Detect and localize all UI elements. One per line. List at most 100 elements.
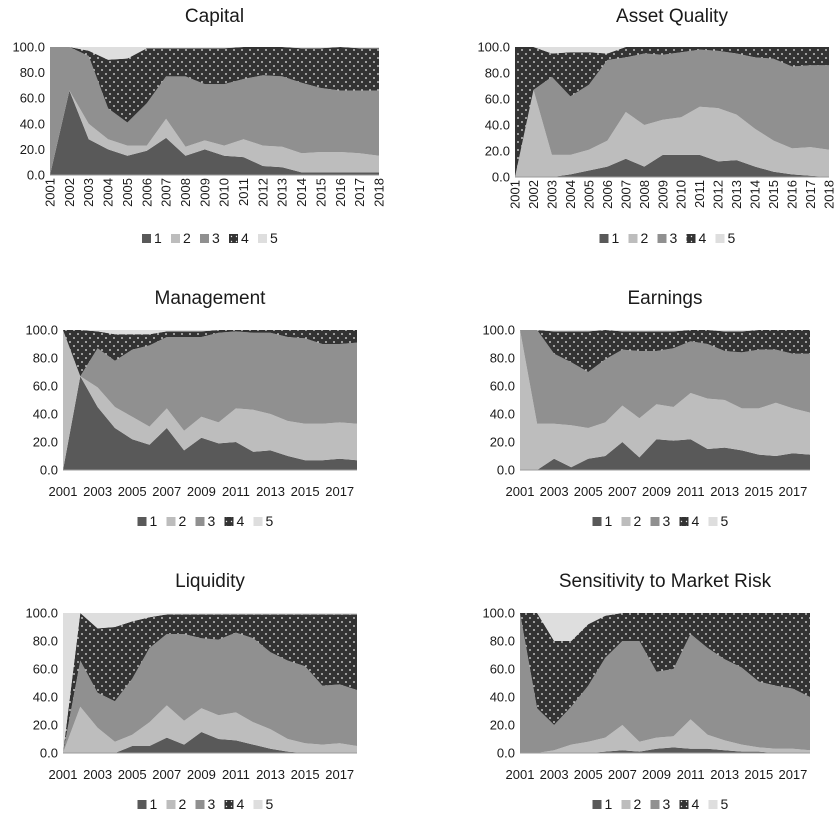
x-tick-label: 2007: [152, 484, 181, 499]
x-tick-label: 2015: [291, 484, 320, 499]
legend-item-5: 5: [715, 230, 736, 246]
y-tick-label: 60.0: [485, 92, 510, 107]
x-tick-label: 2016: [333, 178, 348, 207]
chart-title: Liquidity: [175, 571, 245, 592]
legend-label: 4: [692, 513, 700, 529]
x-tick-label: 2017: [325, 484, 354, 499]
legend-label: 3: [670, 230, 678, 246]
x-tick-label: 2002: [526, 180, 541, 209]
x-tick-label: 2003: [540, 484, 569, 499]
area-series-3: [63, 632, 357, 753]
x-tick-label: 2018: [822, 180, 837, 209]
area-series-1: [63, 376, 357, 470]
legend-label: 2: [634, 513, 642, 529]
legend-item-5: 5: [708, 513, 729, 529]
legend-item-3: 3: [650, 513, 671, 529]
legend-label: 4: [692, 796, 700, 812]
x-tick-label: 2013: [256, 484, 285, 499]
legend-label: 1: [605, 796, 613, 812]
x-tick-label: 2003: [544, 180, 559, 209]
area-series-2: [515, 89, 829, 177]
x-tick-label: 2007: [152, 767, 181, 782]
legend-item-2: 2: [621, 513, 642, 529]
legend-swatch: [166, 517, 176, 526]
y-tick-label: 100.0: [482, 323, 515, 338]
legend-item-4: 4: [686, 230, 707, 246]
legend-item-3: 3: [650, 796, 671, 812]
legend-label: 4: [237, 796, 245, 812]
legend-swatch: [657, 234, 667, 243]
chart-panel: Earnings 0.0 20.0 40.0 60.0 80.0 100.0 2001 2003…: [482, 288, 810, 529]
chart-panel: Sensitivity to Market Risk 0.0 20.0 40.0 60.…: [482, 571, 810, 812]
x-tick-label: 2011: [692, 180, 707, 208]
x-tick-label: 2003: [83, 484, 112, 499]
legend-swatch: [224, 517, 234, 526]
y-tick-label: 80.0: [33, 351, 58, 366]
y-tick-label: 80.0: [490, 634, 515, 649]
legend-label: 1: [150, 796, 158, 812]
x-tick-label: 2016: [785, 180, 800, 209]
legend-item-3: 3: [657, 230, 678, 246]
x-tick-label: 2015: [744, 767, 773, 782]
x-tick-label: 2013: [275, 178, 290, 207]
legend-swatch: [253, 517, 263, 526]
legend-label: 5: [728, 230, 736, 246]
x-tick-label: 2005: [120, 178, 135, 207]
y-tick-label: 0.0: [40, 463, 58, 478]
area-series-2: [520, 719, 810, 753]
y-tick-label: 60.0: [33, 379, 58, 394]
x-tick-label: 2014: [748, 180, 763, 209]
legend-swatch: [715, 234, 725, 243]
x-tick-label: 2001: [508, 180, 523, 209]
x-tick-label: 2013: [710, 767, 739, 782]
chart-panel: Capital 0.0 20.0 40.0 60.0 80.0 100.0 2001 2002 2…: [12, 6, 386, 246]
area-series-4: [63, 330, 357, 377]
legend-label: 2: [183, 230, 191, 246]
x-tick-label: 2011: [236, 178, 251, 206]
y-tick-label: 40.0: [490, 407, 515, 422]
x-tick-label: 2017: [778, 767, 807, 782]
y-tick-label: 40.0: [20, 116, 45, 131]
area-series-5: [520, 613, 810, 641]
x-tick-label: 2008: [637, 180, 652, 209]
area-series-2: [50, 90, 379, 175]
legend-swatch: [253, 800, 263, 809]
chart-panel: Management 0.0 20.0 40.0 60.0 80.0 100.0 2001 20…: [25, 288, 357, 529]
legend-swatch: [599, 234, 609, 243]
chart-title: Asset Quality: [616, 6, 728, 27]
x-tick-label: 2003: [81, 178, 96, 207]
x-tick-label: 2013: [710, 484, 739, 499]
x-tick-label: 2013: [256, 767, 285, 782]
x-tick-label: 2003: [540, 767, 569, 782]
area-series-5: [515, 47, 829, 54]
area-series-1: [515, 154, 829, 177]
legend-item-2: 2: [166, 796, 187, 812]
area-series-2: [63, 705, 357, 753]
y-tick-label: 40.0: [33, 407, 58, 422]
y-tick-label: 0.0: [492, 170, 510, 185]
x-tick-label: 2014: [294, 178, 309, 207]
x-tick-label: 2004: [101, 178, 116, 207]
y-tick-label: 80.0: [485, 66, 510, 81]
area-series-5: [50, 47, 379, 60]
x-tick-label: 2012: [711, 180, 726, 209]
legend-swatch: [708, 517, 718, 526]
x-tick-label: 2009: [655, 180, 670, 209]
legend-label: 3: [663, 513, 671, 529]
y-tick-label: 80.0: [33, 634, 58, 649]
x-tick-label: 2001: [49, 767, 78, 782]
y-tick-label: 60.0: [20, 91, 45, 106]
legend-item-2: 2: [171, 230, 191, 246]
legend-label: 1: [154, 230, 162, 246]
legend-swatch: [621, 517, 631, 526]
legend-item-1: 1: [142, 230, 162, 246]
legend-item-2: 2: [628, 230, 649, 246]
area-series-4: [50, 47, 379, 123]
chart-title: Capital: [185, 6, 244, 27]
area-series-1: [520, 439, 810, 470]
x-tick-label: 2017: [325, 767, 354, 782]
legend-item-5: 5: [253, 513, 274, 529]
legend-swatch: [258, 234, 267, 243]
x-tick-label: 2017: [778, 484, 807, 499]
x-tick-label: 2011: [222, 767, 250, 782]
